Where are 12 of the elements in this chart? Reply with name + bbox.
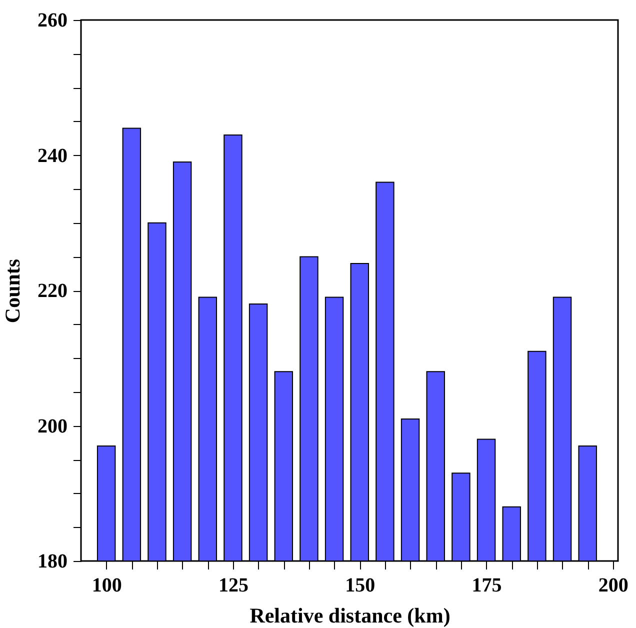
y-tick-label: 220 (38, 280, 68, 302)
y-tick-label: 200 (38, 415, 68, 438)
x-tick-label: 200 (598, 574, 628, 596)
y-tick-label: 260 (38, 10, 68, 32)
x-tick-label: 150 (345, 574, 376, 596)
x-tick-label: 100 (92, 574, 122, 596)
y-tick-label: 240 (38, 144, 68, 167)
x-axis-title: Relative distance (km) (250, 604, 450, 628)
y-tick-label: 180 (38, 550, 68, 572)
x-tick-label: 125 (218, 574, 248, 596)
y-axis-title: Counts (0, 258, 24, 324)
x-tick-label: 175 (472, 574, 502, 596)
